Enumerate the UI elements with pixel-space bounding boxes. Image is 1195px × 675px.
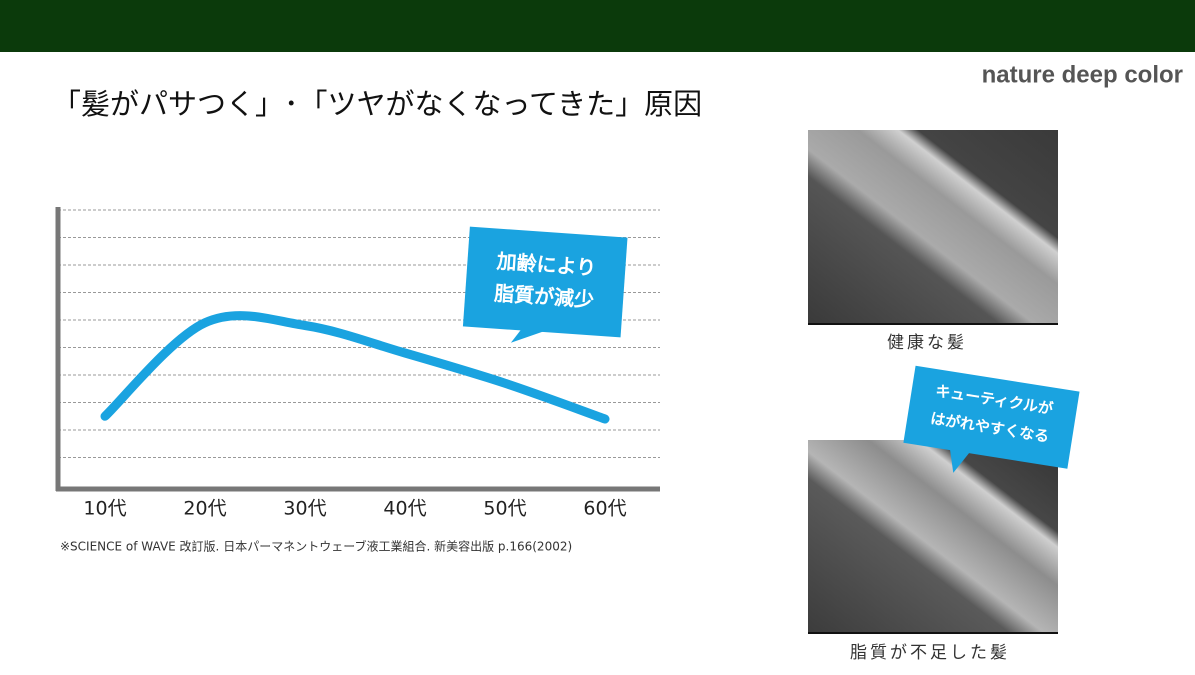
- x-tick-label: 10代: [83, 498, 126, 520]
- hair-image: [808, 440, 1058, 632]
- callout-box: [462, 226, 628, 338]
- x-tick-label: 60代: [583, 498, 626, 520]
- x-tick-label: 40代: [383, 498, 426, 520]
- image-caption: 脂質が不足した髪: [850, 643, 1010, 663]
- hair-image: [808, 130, 1058, 323]
- x-tick-label: 30代: [283, 498, 326, 520]
- top-bar: [0, 0, 1195, 52]
- x-tick-label: 20代: [183, 498, 226, 520]
- x-tick-label: 50代: [483, 498, 526, 520]
- slide-title: 「髪がパサつく」･「ツヤがなくなってきた」原因: [52, 87, 702, 121]
- image-caption: 健康な髪: [887, 333, 967, 353]
- line: [100, 311, 610, 424]
- source-note: ※SCIENCE of WAVE 改訂版. 日本パーマネントウェーブ液工業組合.…: [60, 539, 572, 554]
- callout-box: [903, 365, 1080, 469]
- brand: nature deep color: [982, 61, 1183, 88]
- callout: キューティクルが はがれやすくなる: [903, 365, 1080, 473]
- callout-tail: [949, 449, 970, 473]
- callout-tail: [510, 328, 547, 343]
